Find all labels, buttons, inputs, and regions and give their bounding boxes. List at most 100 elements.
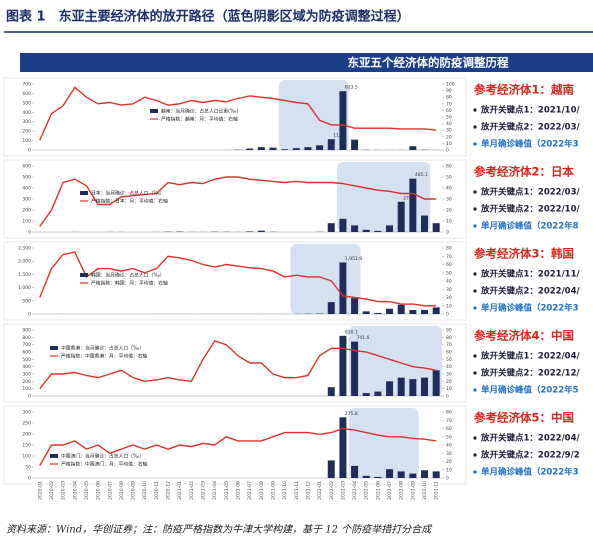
- bar: [432, 370, 440, 396]
- y2-tick-label: 40: [446, 186, 452, 192]
- shade: [278, 80, 349, 150]
- shade: [337, 162, 431, 232]
- bar: [351, 298, 359, 314]
- line: [39, 340, 437, 390]
- bar: [304, 147, 312, 150]
- banner: 东亚五个经济体的防疫调整历程: [348, 56, 509, 70]
- bullet: [473, 108, 477, 112]
- bar: [351, 465, 359, 478]
- bar: [409, 379, 417, 396]
- bar: [246, 148, 254, 150]
- bar: [351, 225, 359, 232]
- y-tick-label: 250: [22, 421, 31, 427]
- x-tick-label: 2020-11: [154, 481, 160, 500]
- panel-item: 单月确诊峰值（2022年8: [481, 221, 579, 232]
- y2-tick-label: 50: [446, 175, 452, 181]
- legend-label: 严格指数：越南：月：平均值：右轴: [161, 116, 238, 123]
- y2-tick-label: 10: [446, 141, 452, 147]
- bar: [339, 417, 347, 478]
- y2-tick-label: 50: [446, 270, 452, 276]
- y2-tick-label: 100: [446, 82, 455, 88]
- bullet: [473, 470, 477, 474]
- panel-item: 放开关键点1：2022/04/: [480, 351, 581, 362]
- bar: [374, 230, 382, 232]
- bar: [432, 471, 440, 478]
- y-tick-label: 300: [22, 372, 31, 378]
- bullet: [473, 207, 477, 211]
- line: [39, 176, 437, 227]
- bullet: [473, 190, 477, 194]
- y2-tick-label: 10: [446, 303, 452, 309]
- y-tick-label: 100: [22, 386, 31, 392]
- y2-tick-label: 20: [446, 208, 452, 214]
- y-tick-label: 300: [22, 197, 31, 203]
- y2-tick-label: 50: [446, 357, 452, 363]
- y2-tick-label: 60: [446, 108, 452, 114]
- bar: [421, 377, 429, 396]
- bar: [362, 393, 370, 396]
- legend-label: 严格指数：中国澳门：月：平均值：右轴: [61, 461, 148, 468]
- panel-item: 放开关键点2：2022/9/2: [480, 450, 580, 461]
- panel-item: 放开关键点2：2022/12/: [480, 368, 581, 379]
- y2-tick-label: 30: [446, 197, 452, 203]
- panel-item: 放开关键点1：2021/10/: [480, 105, 581, 116]
- x-tick-label: 2022-03: [340, 481, 346, 500]
- y-tick-label: 600: [22, 164, 31, 170]
- y-tick-label: 0: [28, 476, 31, 482]
- bar: [409, 473, 417, 478]
- y-tick-label: 600: [22, 91, 31, 97]
- bar: [362, 229, 370, 232]
- x-tick-label: 2022-09: [410, 481, 416, 500]
- bullet: [473, 436, 477, 440]
- bar: [257, 230, 265, 232]
- x-tick-label: 2021-03: [201, 481, 207, 500]
- line: [39, 251, 437, 307]
- x-tick-label: 2020-08: [119, 481, 125, 500]
- panel-title: 参考经济体5：中国: [473, 411, 574, 425]
- x-tick-label: 2021-08: [259, 481, 265, 500]
- x-tick-label: 2021-01: [177, 481, 183, 500]
- bar: [374, 476, 382, 478]
- line: [39, 427, 437, 466]
- y2-tick-label: 60: [446, 262, 452, 268]
- y-tick-label: 0: [28, 230, 31, 236]
- y-tick-label: 400: [22, 110, 31, 116]
- bullet: [473, 142, 477, 146]
- bar: [421, 215, 429, 232]
- bar: [421, 470, 429, 478]
- x-tick-label: 2020-06: [96, 481, 102, 500]
- bar: [327, 460, 335, 478]
- y2-tick-label: 0: [446, 394, 449, 400]
- y-tick-label: 100: [22, 138, 31, 144]
- y2-tick-label: 30: [446, 128, 452, 134]
- bar: [421, 310, 429, 314]
- bar: [409, 146, 417, 150]
- value-label: 275.8: [345, 411, 358, 417]
- bar: [374, 391, 382, 396]
- bar: [339, 335, 347, 396]
- y2-tick-label: 80: [446, 410, 452, 416]
- y2-tick-label: 40: [446, 121, 452, 127]
- panel-item: 单月确诊峰值（2022年3: [481, 139, 579, 150]
- legend-swatch: [50, 346, 58, 350]
- bar: [257, 147, 265, 150]
- bullet: [473, 224, 477, 228]
- y-tick-label: 300: [22, 410, 31, 416]
- legend-swatch: [150, 109, 158, 113]
- plot-frame: [3, 77, 467, 157]
- y2-tick-label: 0: [446, 148, 449, 154]
- bar: [327, 387, 335, 396]
- legend-label: 严格指数：中国香港：月：平均值：右轴: [61, 353, 148, 360]
- y2-tick-label: 30: [446, 451, 452, 457]
- y2-tick-label: 20: [446, 459, 452, 465]
- y-tick-label: 2,500: [18, 246, 31, 252]
- value-label: 485.1: [415, 172, 428, 178]
- y-tick-label: 0: [28, 312, 31, 318]
- bar: [362, 475, 370, 478]
- x-tick-label: 2022-11: [434, 481, 440, 500]
- y-tick-label: 900: [22, 328, 31, 334]
- y-tick-label: 700: [22, 82, 31, 88]
- x-tick-label: 2020-07: [107, 481, 113, 500]
- y2-tick-label: 90: [446, 88, 452, 94]
- y2-tick-label: 30: [446, 287, 452, 293]
